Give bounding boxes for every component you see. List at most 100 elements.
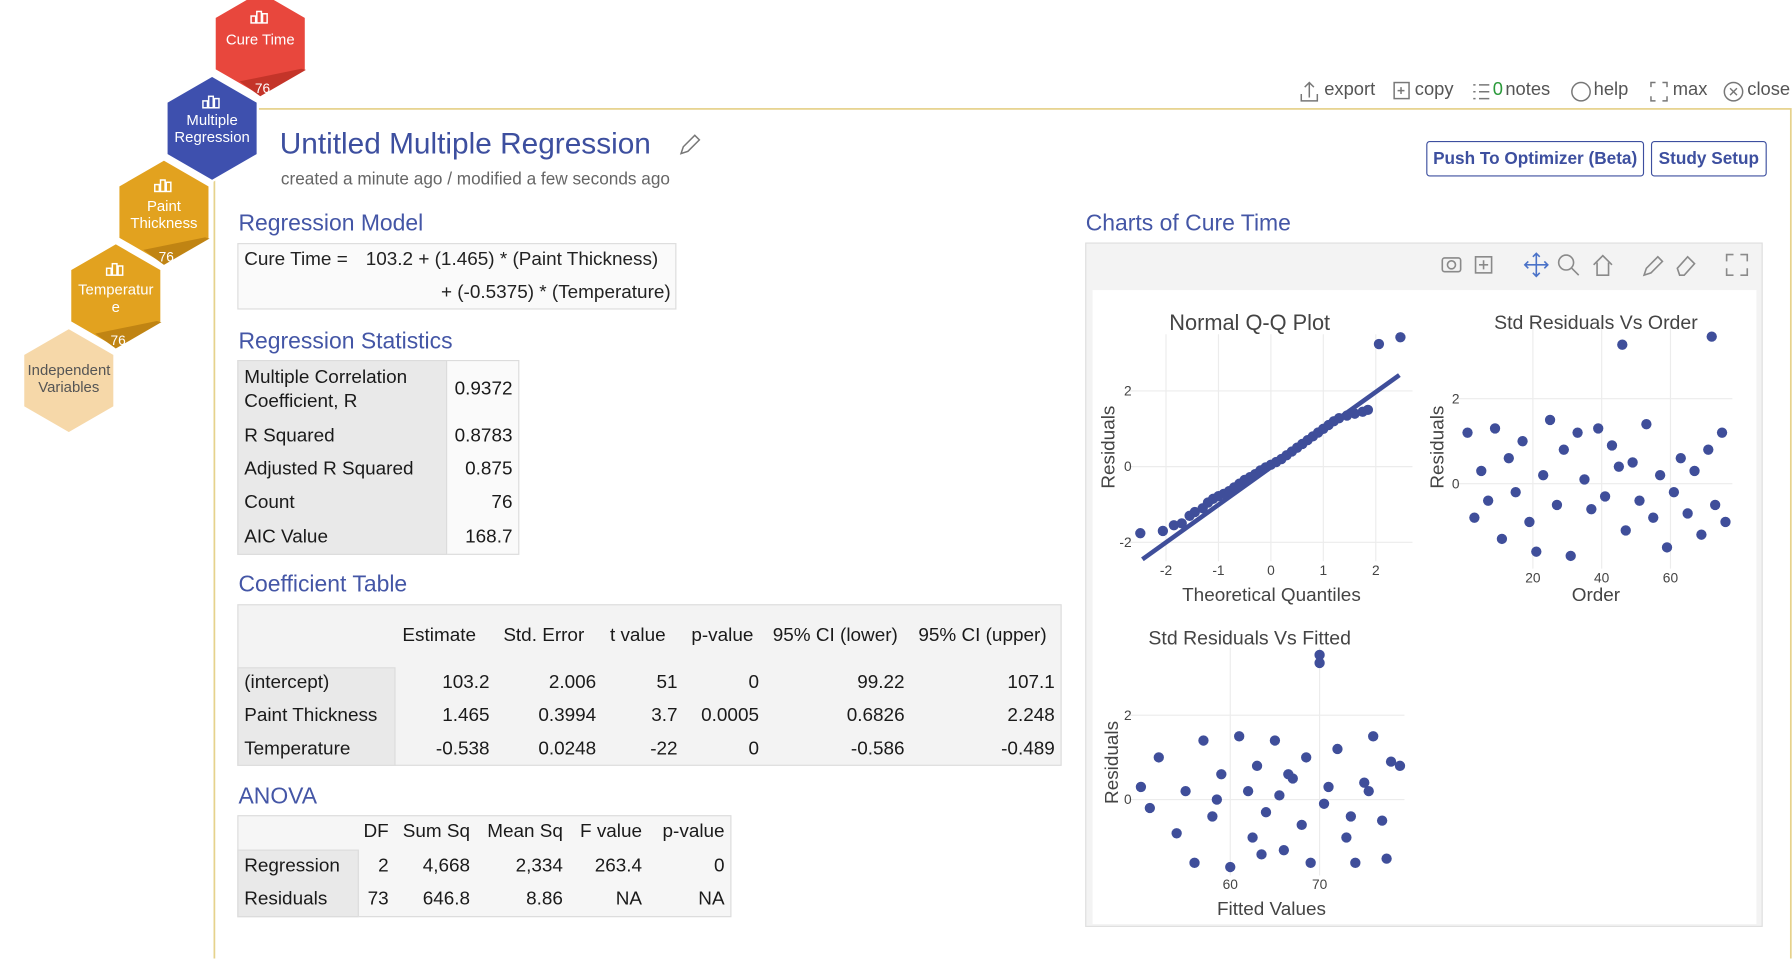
- data-point: [1668, 487, 1680, 498]
- nav-label[interactable]: Temperature: [78, 280, 154, 316]
- notes-icon[interactable]: [1473, 84, 1490, 100]
- nav-icon: [154, 179, 172, 193]
- data-point: [1359, 777, 1370, 788]
- column-header: Std. Error: [503, 624, 585, 646]
- section-heading: Regression Statistics: [238, 329, 453, 355]
- data-point: [1654, 470, 1666, 481]
- table-cell: 0: [748, 738, 759, 759]
- icon-bar: [165, 181, 172, 193]
- data-point: [1620, 525, 1631, 536]
- data-point: [1135, 528, 1146, 539]
- close-button[interactable]: close: [1747, 80, 1791, 100]
- camera-icon[interactable]: [1441, 257, 1462, 273]
- data-point: [1395, 332, 1406, 343]
- data-point: [1385, 756, 1397, 767]
- help-button[interactable]: help: [1593, 80, 1629, 100]
- plot-title: Normal Q-Q Plot: [1169, 310, 1330, 335]
- data-point: [1716, 427, 1728, 438]
- row-label: Adjusted R Squared: [244, 458, 414, 479]
- table-cell: 99.22: [857, 672, 905, 693]
- table-cell: 0.3994: [538, 704, 597, 726]
- max-button[interactable]: max: [1672, 80, 1708, 100]
- count-badge: [239, 68, 306, 97]
- data-point: [1469, 512, 1480, 523]
- data-point: [1189, 506, 1201, 518]
- export-button[interactable]: export: [1324, 80, 1376, 100]
- nav-hexagon[interactable]: [21, 326, 116, 435]
- data-point: [1135, 781, 1147, 793]
- table-cell: 168.7: [465, 526, 513, 548]
- table-cell: 76: [491, 492, 513, 513]
- data-point: [1251, 760, 1263, 771]
- table-cell: 4,668: [422, 855, 471, 876]
- pan-icon[interactable]: [1523, 252, 1549, 278]
- nav-label[interactable]: Multiple Regression: [174, 111, 250, 146]
- table-cell: 0.875: [465, 458, 513, 479]
- data-point: [1314, 649, 1325, 661]
- data-point: [1180, 785, 1191, 797]
- section-heading: ANOVA: [238, 784, 318, 810]
- x-tick-label: 40: [1594, 570, 1610, 585]
- draw-icon[interactable]: [1642, 255, 1664, 277]
- column-header: Sum Sq: [402, 821, 471, 842]
- data-point: [1544, 414, 1556, 426]
- report-title[interactable]: Untitled Multiple Regression: [279, 126, 651, 161]
- data-point: [1153, 752, 1164, 763]
- row-label: Temperature: [244, 738, 351, 759]
- table-cell: 107.1: [1007, 672, 1055, 693]
- data-point: [1648, 512, 1659, 523]
- copy-button[interactable]: copy: [1414, 80, 1454, 100]
- study-setup-button[interactable]: Study Setup: [1650, 141, 1767, 177]
- help-icon[interactable]: [1571, 81, 1591, 102]
- erase-icon[interactable]: [1676, 255, 1696, 276]
- icon-bar: [256, 10, 263, 24]
- table-cell: 103.2: [442, 672, 490, 693]
- notes-count[interactable]: 0: [1492, 80, 1503, 100]
- max-icon[interactable]: [1650, 81, 1668, 102]
- data-point: [1368, 731, 1379, 742]
- nav-count: 76: [159, 249, 175, 264]
- data-point: [1558, 444, 1569, 455]
- column-header: 95% CI (upper): [918, 624, 1047, 646]
- y-axis-label: Residuals: [1098, 406, 1119, 489]
- model-lhs: Cure Time =: [244, 248, 348, 270]
- report-subtitle: created a minute ago / modified a few se…: [280, 169, 670, 190]
- x-tick-label: 20: [1525, 570, 1541, 585]
- data-point: [1394, 760, 1406, 771]
- fullscreen-icon[interactable]: [1725, 253, 1749, 276]
- add-icon[interactable]: [1474, 256, 1493, 274]
- data-point: [1703, 444, 1714, 455]
- nav-label[interactable]: Cure Time: [225, 30, 295, 49]
- nav-label[interactable]: Paint Thickness: [130, 197, 198, 232]
- nav-hexagon[interactable]: [165, 74, 259, 183]
- data-point: [1381, 853, 1392, 864]
- data-point: [1333, 413, 1345, 424]
- nav-label[interactable]: Independent Variables: [27, 361, 111, 396]
- copy-icon[interactable]: [1393, 81, 1410, 100]
- row-label: AIC Value: [244, 526, 328, 548]
- x-tick-label: 2: [1372, 563, 1380, 578]
- x-tick-label: 0: [1267, 563, 1275, 578]
- nav-icon: [105, 262, 124, 276]
- y-tick-label: 2: [1124, 384, 1132, 399]
- data-point: [1157, 525, 1169, 537]
- optimizer-button[interactable]: Push To Optimizer (Beta): [1426, 141, 1645, 177]
- column-header: DF: [363, 821, 389, 842]
- data-point: [1503, 453, 1514, 464]
- close-icon[interactable]: [1723, 81, 1744, 102]
- icon-bar: [250, 15, 257, 24]
- data-point: [1216, 769, 1227, 780]
- table-cell: NA: [698, 888, 725, 910]
- edit-title-icon[interactable]: [679, 134, 701, 155]
- y-axis-label: Residuals: [1102, 721, 1123, 804]
- home-icon[interactable]: [1593, 254, 1613, 276]
- data-point: [1305, 857, 1316, 868]
- icon-bar: [111, 262, 118, 276]
- zoom-icon[interactable]: [1557, 254, 1575, 271]
- notes-button[interactable]: notes: [1505, 80, 1551, 100]
- data-point: [1613, 461, 1625, 472]
- model-term: + (-0.5375) * (Temperature): [440, 282, 671, 303]
- export-icon[interactable]: [1300, 81, 1319, 102]
- data-point: [1189, 857, 1200, 868]
